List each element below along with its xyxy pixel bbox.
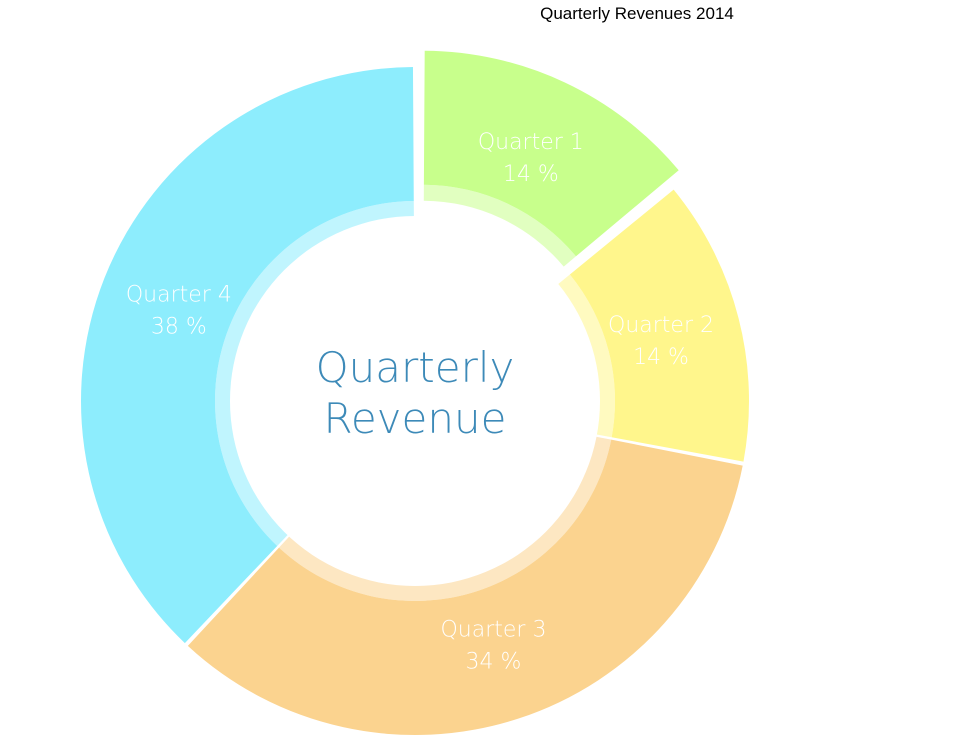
slice-label-quarter-3: Quarter 3 xyxy=(440,618,546,643)
slice-label-quarter-2: Quarter 2 xyxy=(608,313,714,338)
slice-value-quarter-2: 14 % xyxy=(633,345,689,370)
inner-ring-quarter-3 xyxy=(278,436,612,601)
inner-ring-quarter-4 xyxy=(215,201,414,546)
slice-label-quarter-4: Quarter 4 xyxy=(126,282,232,307)
inner-ring-quarter-1 xyxy=(423,184,576,267)
center-label-line-1: Quarterly xyxy=(316,343,515,392)
slice-quarter-1[interactable] xyxy=(423,50,679,257)
slices-layer xyxy=(80,50,749,735)
chart-title: Quarterly Revenues 2014 xyxy=(540,4,734,23)
slice-value-quarter-3: 34 % xyxy=(466,650,522,675)
center-label-line-2: Revenue xyxy=(324,394,507,443)
labels-layer: Quarter 1 14 % Quarter 2 14 % Quarter 3 34 % Q… xyxy=(126,130,714,675)
slice-quarter-2[interactable] xyxy=(569,189,749,462)
slice-value-quarter-4: 38 % xyxy=(151,314,207,339)
slice-value-quarter-1: 14 % xyxy=(503,162,559,187)
inner-ring-layer xyxy=(215,184,615,601)
slice-quarter-3[interactable] xyxy=(187,439,743,735)
center-hole xyxy=(230,216,600,586)
slice-label-quarter-1: Quarter 1 xyxy=(478,130,584,155)
slice-quarter-4[interactable] xyxy=(80,67,414,644)
inner-ring-quarter-2 xyxy=(557,274,615,438)
